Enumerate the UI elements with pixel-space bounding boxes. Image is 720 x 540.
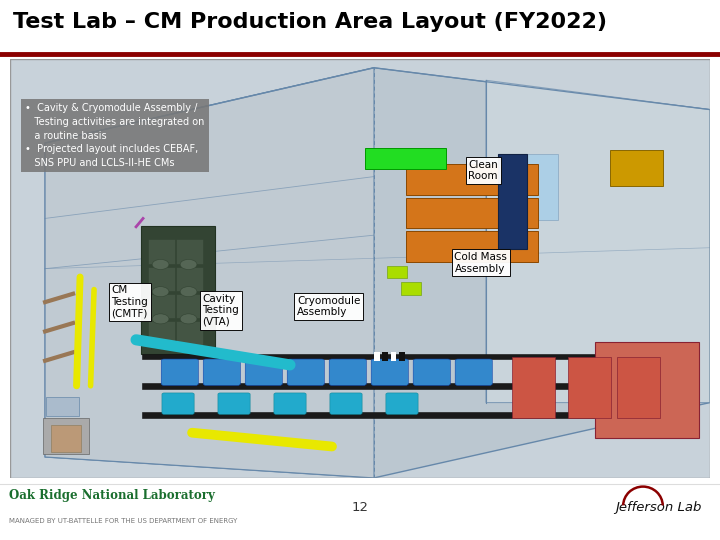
Text: CM
Testing
(CMTF): CM Testing (CMTF) xyxy=(112,285,148,319)
Text: 12: 12 xyxy=(351,501,369,514)
FancyBboxPatch shape xyxy=(391,352,397,361)
FancyBboxPatch shape xyxy=(142,412,698,418)
FancyBboxPatch shape xyxy=(617,357,660,418)
Text: Test Lab – CM Production Area Layout (FY2022): Test Lab – CM Production Area Layout (FY… xyxy=(13,11,607,31)
FancyBboxPatch shape xyxy=(176,294,202,318)
FancyBboxPatch shape xyxy=(365,148,446,170)
FancyBboxPatch shape xyxy=(372,359,408,386)
Polygon shape xyxy=(45,68,374,478)
FancyBboxPatch shape xyxy=(399,352,405,361)
FancyBboxPatch shape xyxy=(176,239,202,264)
FancyBboxPatch shape xyxy=(148,239,174,264)
FancyBboxPatch shape xyxy=(455,359,492,386)
FancyBboxPatch shape xyxy=(148,321,174,345)
Text: Clean
Room: Clean Room xyxy=(469,160,498,181)
Text: Cryomodule
Assembly: Cryomodule Assembly xyxy=(297,296,361,318)
FancyBboxPatch shape xyxy=(329,359,366,386)
FancyBboxPatch shape xyxy=(568,357,611,418)
FancyBboxPatch shape xyxy=(47,427,78,446)
FancyBboxPatch shape xyxy=(161,359,198,386)
FancyBboxPatch shape xyxy=(148,294,174,318)
FancyBboxPatch shape xyxy=(141,226,215,354)
FancyBboxPatch shape xyxy=(413,359,450,386)
FancyBboxPatch shape xyxy=(387,266,407,278)
FancyBboxPatch shape xyxy=(176,267,202,291)
FancyBboxPatch shape xyxy=(400,282,421,295)
FancyBboxPatch shape xyxy=(142,383,698,389)
FancyBboxPatch shape xyxy=(406,198,538,228)
FancyBboxPatch shape xyxy=(43,418,89,454)
FancyBboxPatch shape xyxy=(246,359,282,386)
FancyBboxPatch shape xyxy=(203,359,240,386)
Text: Cold Mass
Assembly: Cold Mass Assembly xyxy=(454,252,508,273)
FancyBboxPatch shape xyxy=(218,393,250,414)
Polygon shape xyxy=(486,80,710,403)
Circle shape xyxy=(180,314,197,324)
Text: Cavity
Testing
(VTA): Cavity Testing (VTA) xyxy=(202,294,239,327)
FancyBboxPatch shape xyxy=(162,393,194,414)
FancyBboxPatch shape xyxy=(142,354,698,360)
Circle shape xyxy=(180,259,197,269)
Text: •  Cavity & Cryomodule Assembly /
   Testing activities are integrated on
   a r: • Cavity & Cryomodule Assembly / Testing… xyxy=(25,103,205,168)
FancyBboxPatch shape xyxy=(512,154,558,220)
FancyBboxPatch shape xyxy=(274,393,306,414)
FancyBboxPatch shape xyxy=(176,321,202,345)
Polygon shape xyxy=(45,68,710,478)
FancyBboxPatch shape xyxy=(595,342,698,438)
Text: MANAGED BY UT-BATTELLE FOR THE US DEPARTMENT OF ENERGY: MANAGED BY UT-BATTELLE FOR THE US DEPART… xyxy=(9,518,238,524)
FancyBboxPatch shape xyxy=(47,397,78,416)
Circle shape xyxy=(180,287,197,296)
FancyBboxPatch shape xyxy=(386,393,418,414)
FancyBboxPatch shape xyxy=(610,150,663,186)
FancyBboxPatch shape xyxy=(330,393,362,414)
Circle shape xyxy=(152,314,169,324)
Circle shape xyxy=(152,287,169,296)
FancyBboxPatch shape xyxy=(406,165,538,195)
Text: Jefferson Lab: Jefferson Lab xyxy=(616,501,702,514)
Circle shape xyxy=(152,259,169,269)
FancyBboxPatch shape xyxy=(374,352,379,361)
FancyBboxPatch shape xyxy=(50,425,81,451)
FancyBboxPatch shape xyxy=(512,357,554,418)
FancyBboxPatch shape xyxy=(406,232,538,262)
FancyBboxPatch shape xyxy=(10,59,710,478)
FancyBboxPatch shape xyxy=(498,154,526,249)
FancyBboxPatch shape xyxy=(287,359,324,386)
FancyBboxPatch shape xyxy=(382,352,388,361)
Text: Oak Ridge National Laboratory: Oak Ridge National Laboratory xyxy=(9,489,215,502)
FancyBboxPatch shape xyxy=(148,267,174,291)
